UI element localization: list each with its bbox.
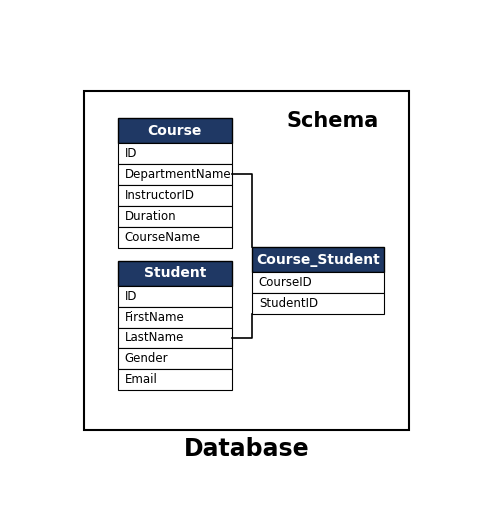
- Text: DepartmentName: DepartmentName: [124, 168, 231, 181]
- Text: Student: Student: [143, 266, 205, 280]
- Bar: [118, 227, 231, 247]
- Text: ID: ID: [124, 147, 137, 160]
- Bar: [118, 206, 231, 227]
- Text: FirstName: FirstName: [124, 311, 184, 324]
- Bar: [118, 185, 231, 206]
- Text: Course: Course: [147, 124, 202, 138]
- Bar: [252, 272, 384, 293]
- Bar: [118, 327, 231, 348]
- Text: Database: Database: [183, 437, 309, 461]
- Bar: [118, 286, 231, 306]
- Bar: [252, 293, 384, 314]
- Bar: [118, 348, 231, 370]
- Bar: [118, 261, 231, 286]
- Bar: [84, 91, 408, 431]
- Text: LastName: LastName: [124, 331, 184, 345]
- Text: Duration: Duration: [124, 210, 176, 223]
- Text: Course_Student: Course_Student: [256, 253, 379, 267]
- Bar: [118, 370, 231, 390]
- Text: Email: Email: [124, 373, 157, 386]
- Bar: [118, 164, 231, 185]
- Text: Schema: Schema: [286, 111, 378, 131]
- Text: CourseName: CourseName: [124, 231, 200, 244]
- Text: StudentID: StudentID: [258, 297, 317, 310]
- Text: ID: ID: [124, 290, 137, 303]
- Text: InstructorID: InstructorID: [124, 189, 194, 202]
- Bar: [252, 247, 384, 272]
- Text: Gender: Gender: [124, 352, 168, 365]
- Bar: [118, 306, 231, 327]
- Bar: [118, 143, 231, 164]
- Text: CourseID: CourseID: [258, 276, 312, 289]
- Bar: [118, 118, 231, 143]
